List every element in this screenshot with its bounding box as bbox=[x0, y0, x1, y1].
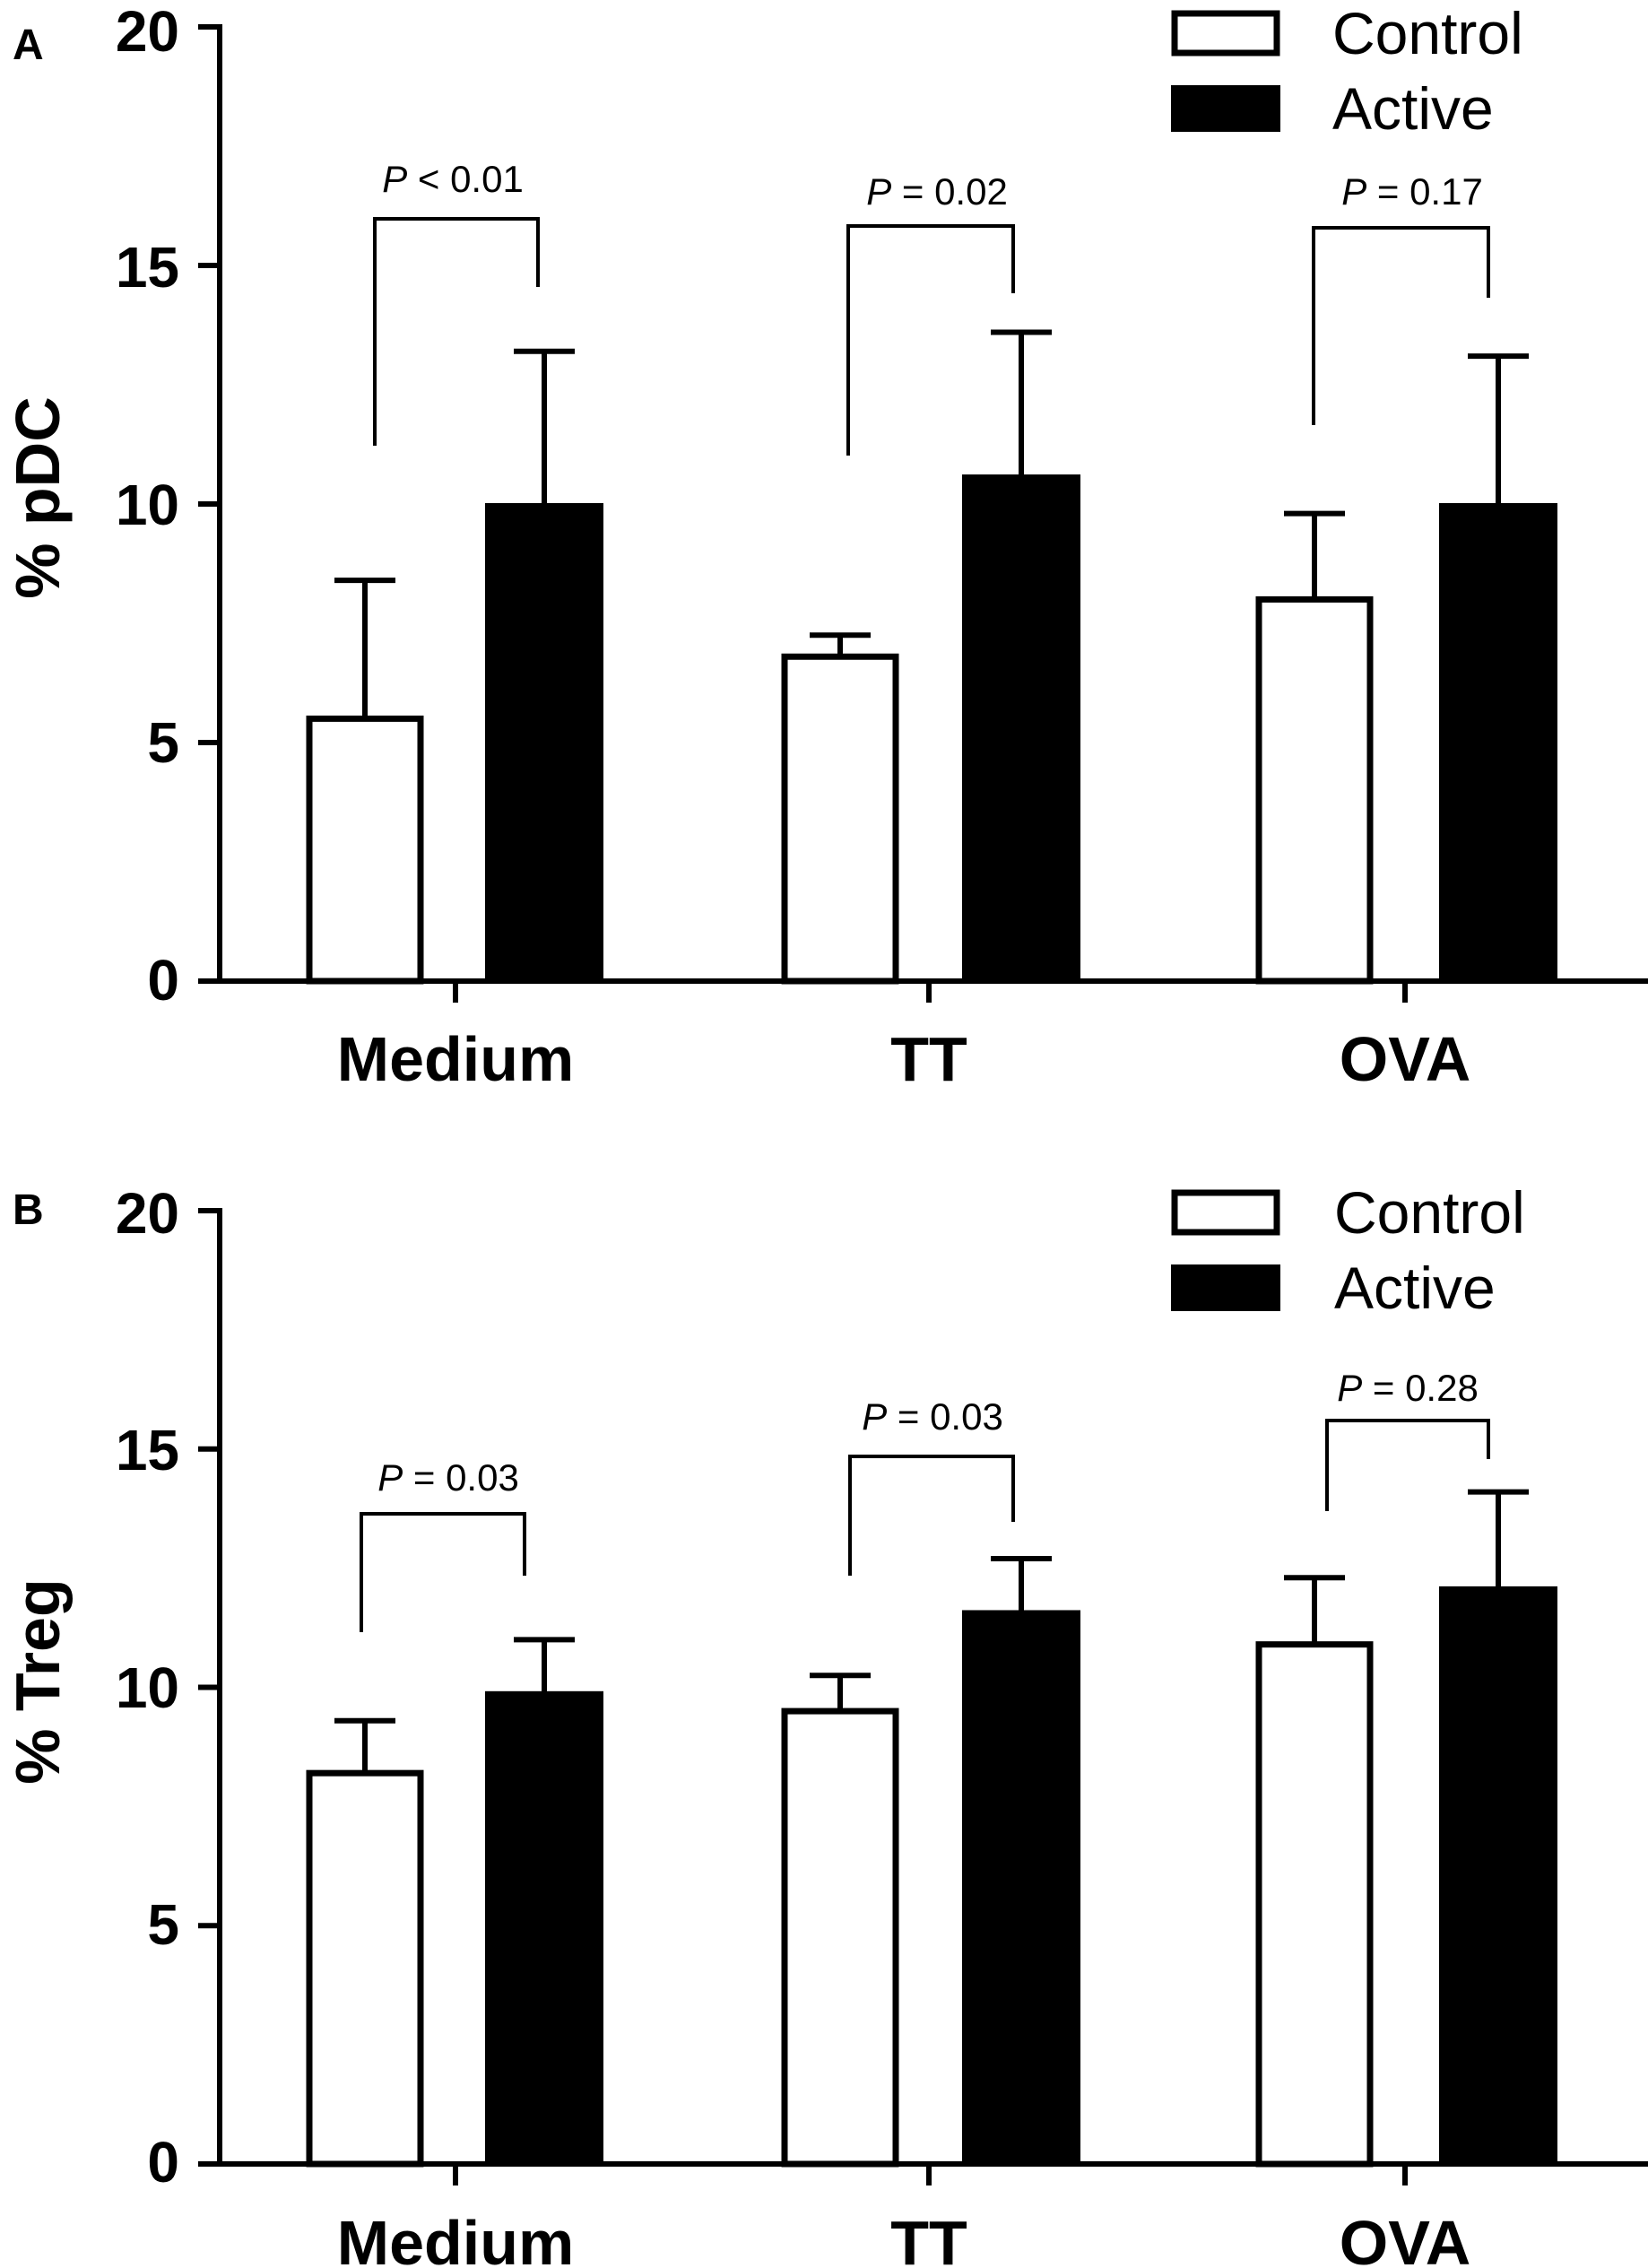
bar-control bbox=[781, 1708, 899, 2168]
legend-swatch-control bbox=[1171, 1189, 1280, 1236]
bar-control bbox=[306, 1769, 424, 2168]
bar-control bbox=[1255, 1641, 1374, 2168]
legend: Control Active bbox=[1171, 0, 1523, 142]
significance-bracket bbox=[373, 217, 540, 446]
error-bars bbox=[334, 329, 1529, 719]
p-value-label: P = 0.03 bbox=[862, 1395, 1003, 1438]
bar-control bbox=[781, 653, 899, 985]
bar-active bbox=[485, 1690, 603, 2165]
p-value-label: P < 0.01 bbox=[382, 158, 524, 200]
legend-label-control: Control bbox=[1334, 1179, 1525, 1246]
panel-b: B % Treg Control Active Medium TT OVA 0 … bbox=[3, 1179, 1648, 2268]
legend-label-control: Control bbox=[1332, 0, 1523, 66]
y-tick-label: 5 bbox=[147, 1892, 179, 1957]
significance-bracket bbox=[1325, 1419, 1490, 1511]
category-label: Medium bbox=[337, 1024, 574, 1094]
significance-bracket bbox=[1312, 226, 1490, 425]
category-label: Medium bbox=[337, 2208, 574, 2268]
y-tick-label: 15 bbox=[116, 235, 179, 300]
bar-control bbox=[306, 715, 424, 985]
y-axis-label: % Treg bbox=[3, 1578, 73, 1785]
p-value-label: P = 0.03 bbox=[377, 1456, 519, 1499]
p-value-label: P = 0.02 bbox=[866, 170, 1008, 213]
category-label: TT bbox=[890, 1024, 967, 1094]
legend-swatch-control bbox=[1171, 10, 1280, 56]
legend-label-active: Active bbox=[1332, 75, 1494, 142]
y-tick-label: 10 bbox=[116, 473, 179, 537]
category-label: OVA bbox=[1340, 2208, 1471, 2268]
y-tick-label: 20 bbox=[116, 0, 179, 64]
panel-letter: A bbox=[13, 22, 44, 69]
bar-active bbox=[1439, 503, 1557, 982]
axes bbox=[198, 24, 1648, 1003]
category-label: OVA bbox=[1340, 1024, 1471, 1094]
bar-active bbox=[962, 474, 1080, 982]
legend-swatch-active bbox=[1171, 1264, 1280, 1311]
category-label: TT bbox=[890, 2208, 967, 2268]
y-tick-label: 0 bbox=[147, 2130, 179, 2194]
significance-brackets bbox=[373, 217, 1490, 456]
y-tick-label: 20 bbox=[116, 1181, 179, 1246]
bar-active bbox=[1439, 1586, 1557, 2165]
significance-brackets bbox=[360, 1419, 1490, 1632]
bar-active bbox=[485, 503, 603, 982]
significance-bracket bbox=[846, 224, 1015, 456]
y-tick-label: 15 bbox=[116, 1418, 179, 1482]
y-tick-label: 0 bbox=[147, 948, 179, 1012]
panel-a: A % pDC Control Active Medium TT OVA 0 5… bbox=[3, 0, 1648, 1094]
error-bars bbox=[334, 1489, 1529, 1774]
panel-letter: B bbox=[13, 1186, 44, 1234]
axes bbox=[198, 1208, 1648, 2185]
significance-bracket bbox=[848, 1455, 1015, 1576]
bars bbox=[306, 1586, 1557, 2168]
bars bbox=[306, 474, 1557, 985]
y-axis-label: % pDC bbox=[3, 396, 73, 599]
bar-control bbox=[1255, 595, 1374, 985]
bar-active bbox=[962, 1610, 1080, 2165]
legend-swatch-active bbox=[1171, 85, 1280, 132]
y-tick-label: 5 bbox=[147, 710, 179, 775]
p-value-label: P = 0.17 bbox=[1341, 170, 1483, 213]
significance-bracket bbox=[360, 1512, 526, 1632]
y-tick-label: 10 bbox=[116, 1655, 179, 1720]
legend-label-active: Active bbox=[1334, 1255, 1496, 1321]
p-value-label: P = 0.28 bbox=[1337, 1367, 1479, 1409]
legend: Control Active bbox=[1171, 1179, 1525, 1321]
